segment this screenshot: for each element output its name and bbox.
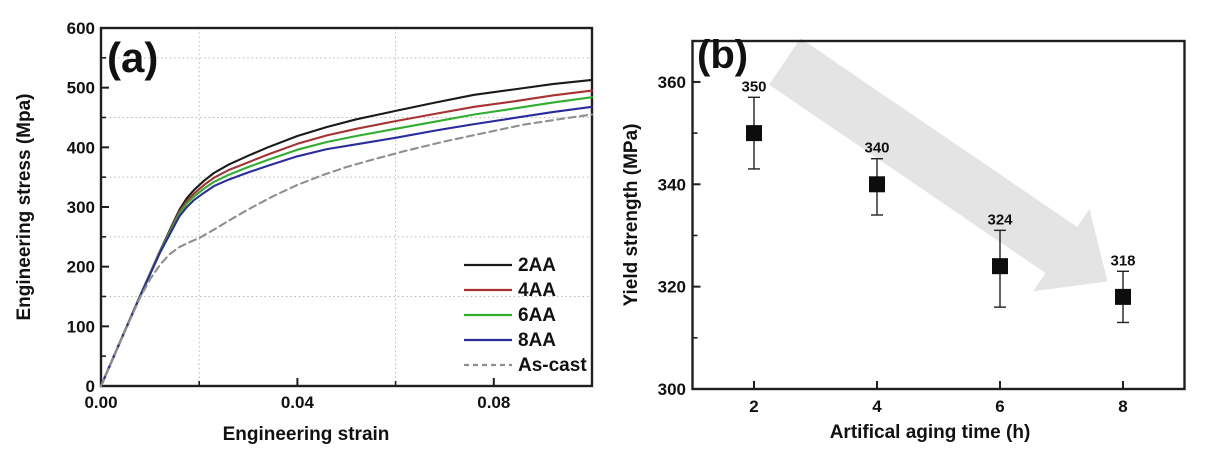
data-point-6h: 324 (987, 211, 1013, 308)
x-tick-label-a: 0.08 (477, 393, 510, 412)
square-marker (1115, 288, 1131, 305)
plot-frame-b (691, 39, 1186, 391)
y-tick-label-a: 400 (67, 138, 95, 157)
data-point-8h: 318 (1110, 252, 1136, 324)
y-tick-label-a: 100 (67, 317, 95, 336)
x-tick-label-b: 8 (1118, 397, 1127, 416)
axes-b: 2 4 6 8 300 320 340 360 (658, 73, 1128, 416)
trend-arrow (769, 38, 1108, 292)
point-value-label: 350 (741, 78, 766, 95)
point-value-label: 340 (864, 140, 889, 157)
x-axis-title-b: Artifical aging time (h) (830, 422, 1031, 443)
y-axis-title-a: Engineering stress (Mpa) (14, 94, 35, 321)
y-tick-label-b: 320 (658, 278, 686, 297)
legend-a: 2AA 4AA 6AA 8AA As-cast (464, 255, 587, 376)
x-axis-title-a: Engineering strain (223, 424, 390, 445)
x-tick-label-b: 6 (995, 397, 1004, 416)
y-axis-title-b: Yield strength (MPa) (621, 124, 642, 307)
legend-label-8AA: 8AA (518, 330, 556, 351)
y-tick-label-b: 360 (658, 73, 686, 92)
square-marker (746, 125, 762, 142)
y-tick-label-b: 340 (658, 175, 686, 194)
grid-a (101, 28, 592, 386)
legend-label-2AA: 2AA (518, 255, 556, 276)
data-point-2h: 350 (741, 78, 767, 170)
data-point-4h: 340 (864, 140, 890, 216)
x-tick-label-b: 2 (749, 397, 758, 416)
point-value-label: 318 (1110, 252, 1135, 269)
point-value-label: 324 (987, 211, 1013, 228)
axes-a: 0.00 0.04 0.08 0 100 200 300 400 500 600 (67, 19, 511, 412)
x-tick-label-a: 0.04 (281, 393, 315, 412)
x-tick-label-b: 4 (872, 397, 882, 416)
square-marker (869, 176, 885, 193)
y-tick-label-a: 500 (67, 79, 95, 98)
panel-b: 2 4 6 8 300 320 340 360 350 340 324 318 Artifical ag… (621, 33, 1186, 443)
series-As-cast (99, 113, 594, 388)
x-tick-label-a: 0.00 (84, 393, 117, 412)
square-marker (992, 258, 1008, 275)
legend-label-As-cast: As-cast (518, 355, 587, 376)
panel-label-b: (b) (697, 33, 748, 77)
y-tick-label-b: 300 (658, 380, 686, 399)
series-8AA (99, 105, 594, 388)
y-tick-label-a: 300 (67, 198, 95, 217)
y-tick-label-a: 0 (86, 377, 95, 396)
panel-label-a: (a) (107, 34, 158, 81)
y-tick-label-a: 600 (67, 19, 95, 38)
panel-a: 0.00 0.04 0.08 0 100 200 300 400 500 600 2AA 4AA 6AA… (14, 19, 594, 445)
legend-label-6AA: 6AA (518, 305, 556, 326)
y-tick-label-a: 200 (67, 258, 95, 277)
legend-label-4AA: 4AA (518, 280, 556, 301)
